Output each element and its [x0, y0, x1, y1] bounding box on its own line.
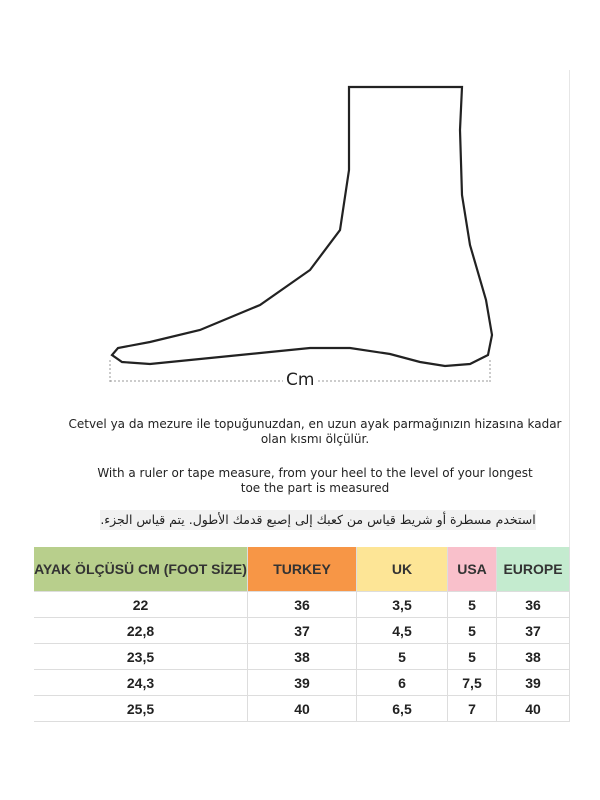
table-cell: 23,5 — [34, 643, 248, 670]
table-cell: 38 — [496, 643, 570, 670]
header-usa: USA — [447, 547, 497, 592]
table-row: 23,5 38 5 5 38 — [34, 643, 570, 670]
table-row: 22 36 3,5 5 36 — [34, 591, 570, 618]
table-cell: 39 — [247, 669, 357, 696]
table-cell: 25,5 — [34, 695, 248, 722]
measure-label: Cm — [283, 370, 318, 390]
table-cell: 40 — [496, 695, 570, 722]
instruction-arabic: استخدم مسطرة أو شريط قياس من كعبك إلى إص… — [100, 510, 536, 530]
table-cell: 22,8 — [34, 617, 248, 644]
table-cell: 5 — [447, 643, 497, 670]
header-foot-size: AYAK ÖLÇÜSÜ CM (FOOT SİZE) — [34, 547, 248, 592]
table-row: 24,3 39 6 7,5 39 — [34, 669, 570, 696]
table-cell: 5 — [447, 591, 497, 618]
table-cell: 38 — [247, 643, 357, 670]
table-row: 25,5 40 6,5 7 40 — [34, 695, 570, 722]
table-cell: 37 — [496, 617, 570, 644]
table-cell: 24,3 — [34, 669, 248, 696]
size-chart-table: AYAK ÖLÇÜSÜ CM (FOOT SİZE) TURKEY UK USA… — [34, 547, 570, 722]
table-cell: 22 — [34, 591, 248, 618]
foot-diagram — [109, 85, 494, 384]
table-header-row: AYAK ÖLÇÜSÜ CM (FOOT SİZE) TURKEY UK USA… — [34, 547, 570, 592]
table-cell: 6,5 — [356, 695, 448, 722]
table-cell: 36 — [496, 591, 570, 618]
table-cell: 4,5 — [356, 617, 448, 644]
table-cell: 39 — [496, 669, 570, 696]
table-cell: 6 — [356, 669, 448, 696]
instruction-turkish: Cetvel ya da mezure ile topuğunuzdan, en… — [68, 417, 562, 446]
table-cell: 5 — [447, 617, 497, 644]
divider — [569, 70, 570, 720]
table-cell: 40 — [247, 695, 357, 722]
table-cell: 5 — [356, 643, 448, 670]
instruction-english: With a ruler or tape measure, from your … — [97, 466, 533, 495]
table-row: 22,8 37 4,5 5 37 — [34, 617, 570, 644]
table-cell: 7,5 — [447, 669, 497, 696]
header-turkey: TURKEY — [247, 547, 357, 592]
table-cell: 37 — [247, 617, 357, 644]
table-cell: 7 — [447, 695, 497, 722]
header-europe: EUROPE — [496, 547, 570, 592]
table-cell: 36 — [247, 591, 357, 618]
table-cell: 3,5 — [356, 591, 448, 618]
header-uk: UK — [356, 547, 448, 592]
